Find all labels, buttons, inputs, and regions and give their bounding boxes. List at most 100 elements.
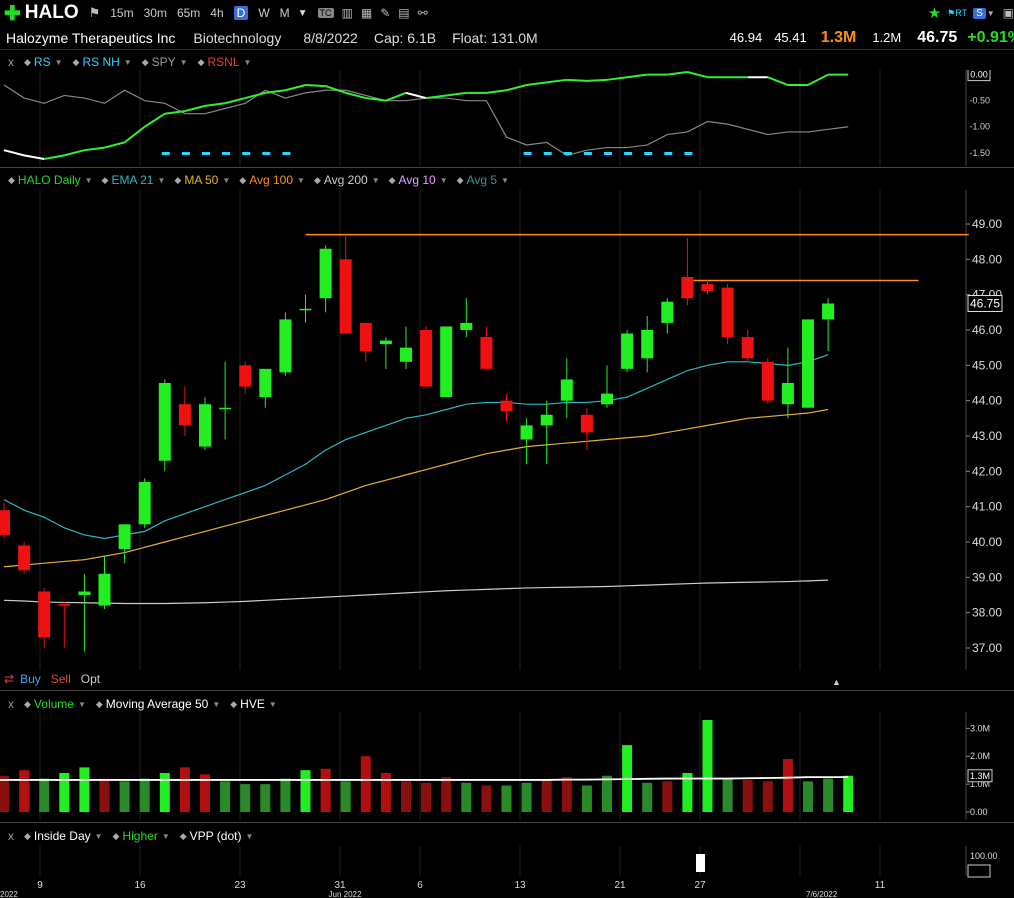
chevron-down-icon[interactable]: ▼ (54, 57, 63, 67)
rs-item-diamond-icon: ◆ (24, 56, 31, 67)
x-axis-label: Jun 2022 (329, 890, 362, 898)
signal-diamond-icon: ◆ (112, 830, 120, 841)
signals-current-box (967, 864, 991, 878)
star-icon[interactable]: ★ (927, 5, 942, 22)
chevron-down-icon[interactable]: ▼ (123, 57, 132, 67)
window-restore-icon[interactable]: ▣ (1002, 6, 1014, 20)
signal-item-higher[interactable]: Higher (122, 829, 158, 843)
rs-line-segment (586, 78, 608, 82)
chevron-down-icon[interactable]: ▼ (439, 175, 448, 185)
rt-icon[interactable]: ⚑RT (947, 7, 968, 18)
signal-item-vpp-dot-[interactable]: VPP (dot) (189, 829, 242, 843)
chevron-down-icon[interactable]: ▼ (245, 831, 254, 841)
collapse-arrow-icon[interactable]: ▲ (832, 677, 841, 687)
rs-line-segment (224, 97, 246, 105)
rs-item-spy[interactable]: SPY (151, 55, 176, 69)
rs-item-rs-nh[interactable]: RS NH (82, 55, 120, 69)
chevron-down-icon[interactable]: ▼ (94, 831, 103, 841)
calculator-icon[interactable]: ▦ (360, 6, 373, 20)
volume-close-button[interactable]: x (8, 697, 14, 711)
rs-line-segment (285, 84, 306, 92)
timeframe-w[interactable]: W (258, 6, 270, 20)
timeframe-65m[interactable]: 65m (176, 6, 201, 20)
rs-item-rsnl[interactable]: RSNL (207, 55, 240, 69)
rs-line-segment (64, 149, 85, 157)
opt-button[interactable]: Opt (80, 672, 101, 686)
timeframe-4h[interactable]: 4h (210, 6, 224, 20)
rs-new-high-dot (262, 152, 271, 155)
chart-settings-icon[interactable]: ▥ (341, 6, 353, 20)
rs-line-segment (204, 102, 226, 107)
price-tick-label: 48.00 (972, 252, 1002, 266)
candle-body (0, 510, 10, 535)
chevron-down-icon[interactable]: ▼ (268, 699, 277, 709)
volume-item-hve[interactable]: HVE (240, 697, 265, 711)
chevron-down-icon[interactable]: ▼ (212, 699, 221, 709)
chevron-down-icon[interactable]: ▼ (222, 175, 231, 185)
sell-button[interactable]: Sell (50, 672, 71, 686)
volume-item-volume[interactable]: Volume (33, 697, 74, 711)
price-chart[interactable]: 49.0048.0047.0046.0045.0044.0043.0042.00… (0, 190, 1014, 670)
timeframe-15m[interactable]: 15m (110, 6, 134, 20)
legend-avg-5[interactable]: Avg 5 (466, 173, 498, 187)
chevron-down-icon[interactable]: ▼ (501, 175, 509, 185)
rs-indicator-list: ◆ RS ▼ ◆ RS NH ▼ ◆ SPY ▼ ◆ RSNL ▼ (24, 55, 261, 69)
chevron-down-icon[interactable]: ▼ (297, 175, 305, 185)
share-icon[interactable]: ⚯ (417, 6, 428, 20)
plus-icon[interactable]: ✚ (4, 2, 21, 25)
signal-item-inside-day[interactable]: Inside Day (33, 829, 91, 843)
rs-item-rs[interactable]: RS (33, 55, 51, 69)
chevron-down-icon[interactable]: ▼ (84, 175, 93, 185)
x-axis-label: 31 (334, 880, 346, 891)
volume-bar (79, 767, 90, 812)
pencil-icon[interactable]: ✎ (380, 6, 391, 20)
volume-item-moving-average-50[interactable]: Moving Average 50 (105, 697, 209, 711)
chevron-down-icon[interactable]: ▼ (243, 57, 252, 67)
rs-line-segment (345, 91, 367, 100)
s-icon[interactable]: S (973, 7, 986, 19)
legend-halo-daily[interactable]: HALO Daily (17, 173, 81, 187)
legend-avg-100[interactable]: Avg 100 (249, 173, 294, 187)
rs-line-segment (265, 89, 286, 94)
chevron-down-icon[interactable]: ▼ (161, 831, 170, 841)
chevron-down-icon[interactable]: ▼ (77, 699, 86, 709)
volume-bar (119, 781, 130, 812)
rs-new-high-dot (664, 152, 673, 155)
candle-body (379, 340, 392, 345)
tc-icon[interactable]: TC (317, 8, 334, 18)
chevron-down-icon[interactable]: ▼ (157, 175, 166, 185)
candle-body (822, 303, 835, 320)
candle-body (199, 404, 211, 447)
rs-new-high-dot (181, 152, 190, 155)
timeframe-30m[interactable]: 30m (143, 6, 167, 20)
candle-body (239, 365, 252, 387)
volume-tick-label: 3.0M (970, 723, 990, 733)
last-price: 46.75 (917, 28, 958, 46)
legend-avg-10[interactable]: Avg 10 (398, 173, 436, 187)
quote-date: 8/8/2022 (303, 29, 358, 46)
price-tick-label: 38.00 (972, 606, 1002, 620)
legend-avg-200[interactable]: Avg 200 (323, 173, 368, 187)
chevron-down-icon[interactable]: ▼ (179, 57, 188, 67)
symbol-input[interactable]: HALO (24, 2, 79, 23)
chevron-down-icon[interactable]: ▼ (371, 175, 380, 185)
legend-ema-21[interactable]: EMA 21 (111, 173, 154, 187)
legend-ma-50[interactable]: MA 50 (184, 173, 219, 187)
buy-button[interactable]: Buy (20, 672, 41, 686)
timeframe-m[interactable]: M (279, 6, 290, 20)
alert-icon[interactable]: ⚑ (88, 5, 101, 20)
dropdown-icon[interactable]: ▼ (297, 7, 308, 19)
candle-body (761, 361, 774, 401)
rs-line-segment (566, 78, 587, 82)
rs-new-high-dot (543, 152, 552, 155)
layout-icon[interactable]: ▤ (398, 6, 410, 20)
signals-close-button[interactable]: x (8, 829, 14, 843)
volume-bar (200, 774, 210, 812)
volume-current-box (967, 769, 993, 783)
candle-body (480, 337, 493, 369)
volume-tick-label: 0.00 (970, 807, 988, 817)
rs-close-button[interactable]: x (8, 55, 14, 69)
timeframe-d[interactable]: D (233, 6, 249, 20)
trade-icon[interactable]: ⇄ (4, 672, 15, 686)
s-dropdown-icon[interactable]: ▼ (986, 8, 995, 18)
